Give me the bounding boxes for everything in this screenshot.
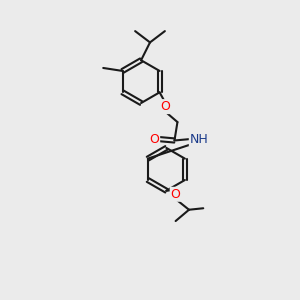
Text: O: O — [149, 133, 159, 146]
Text: O: O — [160, 100, 170, 113]
Text: NH: NH — [190, 133, 208, 146]
Text: O: O — [171, 188, 181, 201]
